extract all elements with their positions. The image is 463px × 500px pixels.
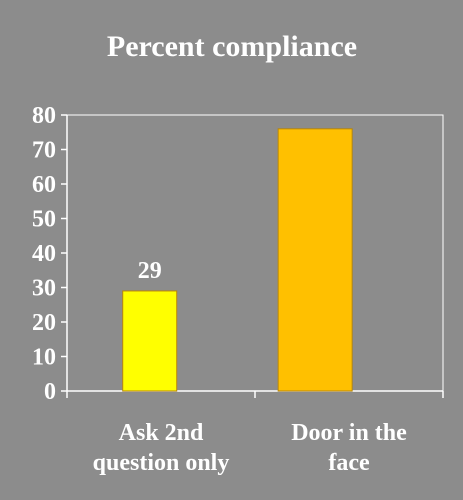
y-tick-label: 30	[32, 276, 56, 302]
data-label: 29	[138, 258, 162, 284]
y-tick-label: 60	[32, 172, 56, 198]
y-tick-label: 20	[32, 310, 56, 336]
y-tick-label: 70	[32, 138, 56, 164]
category-label: question only	[93, 450, 230, 476]
y-tick-label: 40	[32, 241, 56, 267]
category-label: Ask 2nd	[119, 420, 204, 446]
bar-2	[277, 128, 353, 392]
category-label: Door in the	[291, 420, 407, 446]
y-tick-label: 50	[32, 207, 56, 233]
y-tick-label: 10	[32, 345, 56, 371]
bars-group	[122, 128, 353, 392]
x-axis	[66, 390, 444, 398]
data-labels-group: 29	[138, 258, 162, 284]
y-axis: 0 10 20 30 40 50 60 70 80	[32, 103, 68, 405]
chart-title: Percent compliance	[107, 30, 357, 63]
category-label: face	[328, 450, 370, 476]
bar-1	[122, 290, 178, 392]
y-tick-label: 0	[44, 379, 56, 405]
category-labels-group: Ask 2nd question only Door in the face	[93, 420, 407, 476]
y-tick-label: 80	[32, 103, 56, 129]
